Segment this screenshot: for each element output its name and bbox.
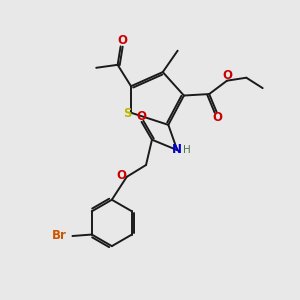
Text: O: O <box>223 69 232 82</box>
Text: H: H <box>183 145 190 154</box>
Text: Br: Br <box>52 229 67 242</box>
Text: O: O <box>117 34 127 47</box>
Text: N: N <box>172 143 182 156</box>
Text: O: O <box>116 169 126 182</box>
Text: S: S <box>123 107 132 120</box>
Text: O: O <box>213 111 223 124</box>
Text: O: O <box>136 110 146 123</box>
